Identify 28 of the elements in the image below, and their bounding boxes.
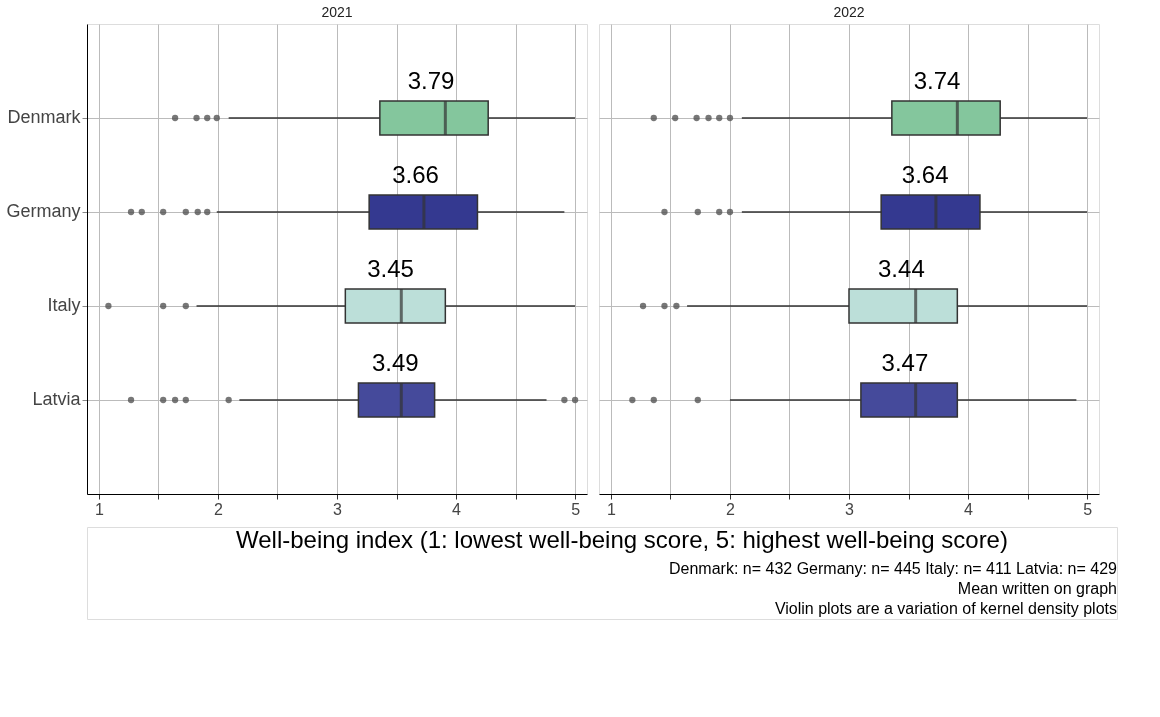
- x-tick-label: 1: [606, 500, 616, 518]
- x-tick-label: 5: [571, 500, 581, 518]
- y-tick-label: Germany: [6, 201, 81, 221]
- chart-title: 2022: [833, 4, 865, 20]
- x-tick-label: 4: [964, 500, 974, 518]
- x-tick-label: 5: [1083, 500, 1093, 518]
- annotation: 3.49: [371, 349, 419, 376]
- x-tick-label: 1: [94, 500, 104, 518]
- x-tick-label: 2: [214, 500, 223, 518]
- x-axis-title: Well-being index (1: lowest well-being score, 5: highest well-being score): [236, 526, 1008, 553]
- text: Denmark: n= 432 Germany: n= 445 Italy: n= 411 Latvia: n= 429: [669, 560, 1118, 577]
- chart-title: 2021: [321, 4, 353, 20]
- y-tick-label: Latvia: [32, 389, 82, 409]
- annotation: 3.66: [392, 161, 439, 188]
- x-tick-label: 3: [333, 500, 343, 518]
- x-tick-label: 3: [845, 500, 855, 518]
- text: Mean written on graph: [957, 580, 1117, 597]
- annotation: 3.74: [913, 67, 961, 94]
- text: Violin plots are a variation of kernel density plots: [774, 600, 1117, 617]
- annotation: 3.45: [367, 255, 414, 282]
- annotation: 3.64: [901, 161, 949, 188]
- annotation: 3.44: [878, 255, 925, 282]
- x-tick-label: 2: [726, 500, 735, 518]
- y-tick-label: Denmark: [7, 107, 82, 127]
- annotation: 3.47: [881, 349, 929, 376]
- annotation: 3.79: [407, 67, 455, 94]
- y-tick-label: Italy: [47, 295, 81, 315]
- x-tick-label: 4: [452, 500, 462, 518]
